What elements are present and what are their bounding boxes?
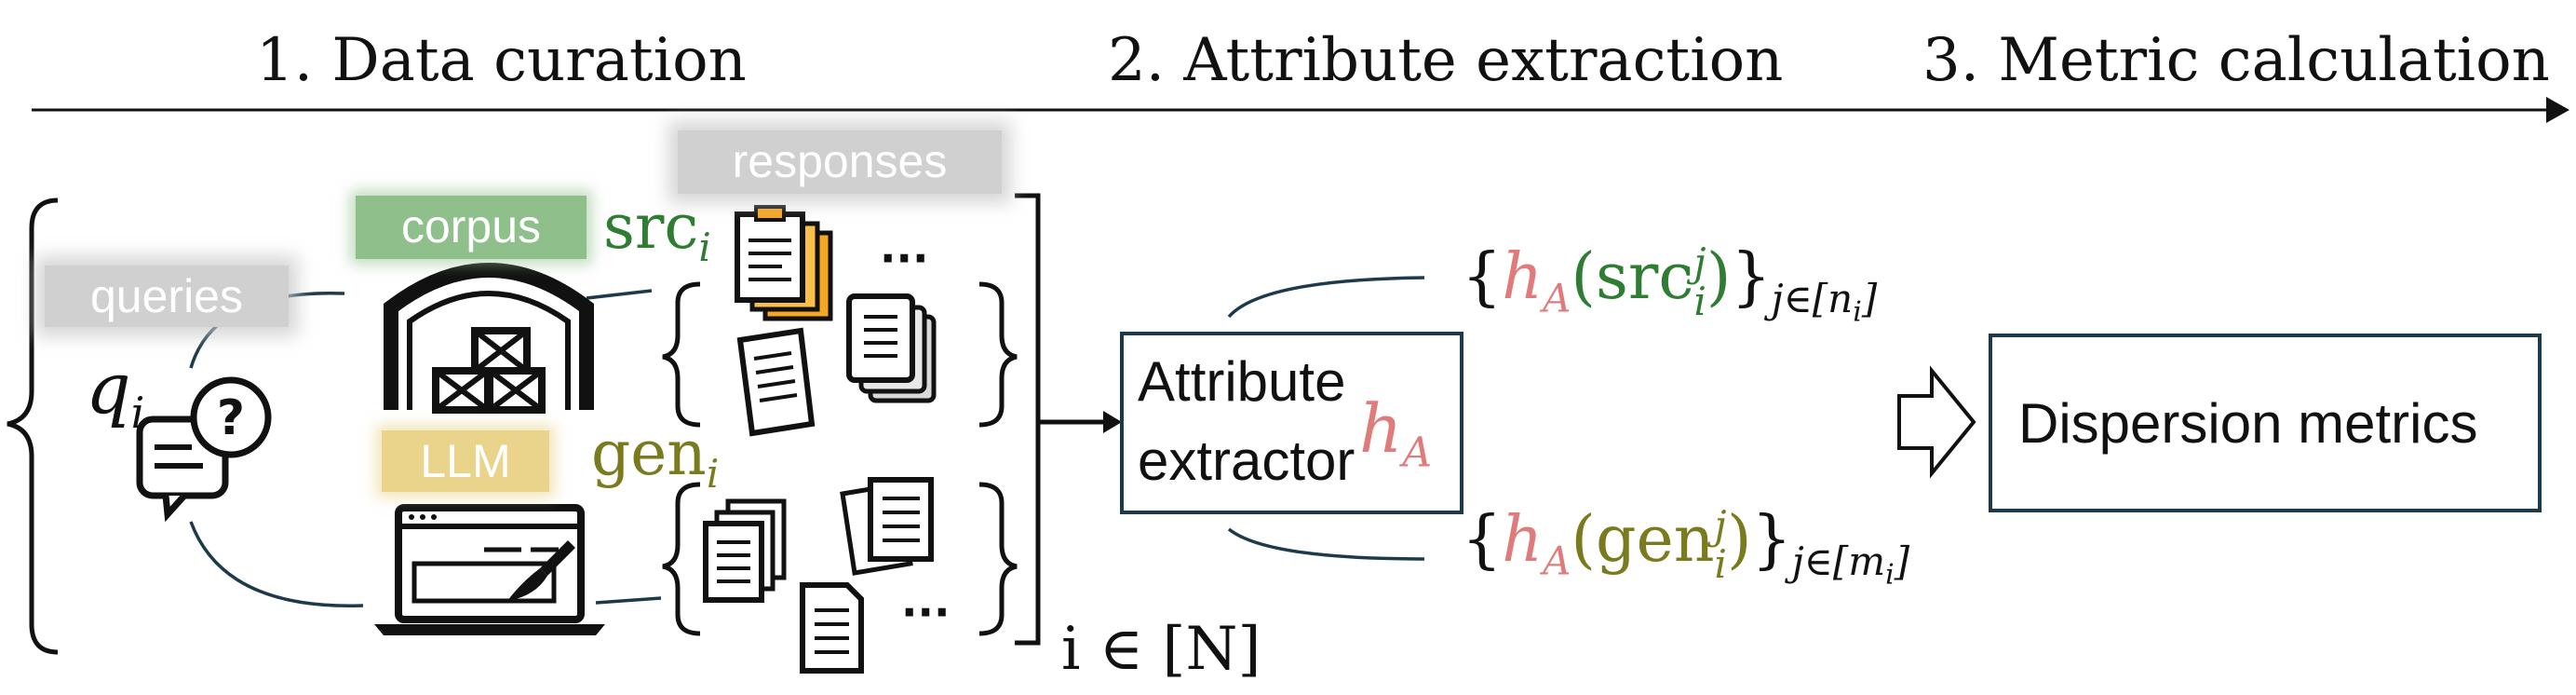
output-top-h-sub: A [1543,275,1571,321]
documents-icon [736,327,816,437]
output-bottom-subscript-text: j∈[m [1791,538,1886,584]
documents-icon [840,477,934,576]
output-top-h: h [1502,240,1544,314]
extractor-line2: extractor [1138,429,1355,492]
output-bottom-h-sub: A [1543,538,1571,584]
documents-icon [735,205,833,321]
gen-subscript: i [706,451,720,497]
timeline-arrow [32,97,2569,123]
output-top-arg-sup: j [1693,238,1706,285]
output-top-rp: ) [1706,240,1732,314]
inner-braces-bottom [662,482,1018,636]
extractor-line1: Attribute [1138,350,1346,413]
index-range-label: i ∈ [N] [1061,615,1261,684]
output-top-subscript: j∈[ni] [1771,275,1878,328]
query-variable-label: qi [86,347,144,438]
q-text: q [86,347,131,429]
output-top-close: } [1731,240,1772,314]
output-bottom-lp: ( [1571,503,1596,577]
extractor-symbol: hA [1359,389,1432,476]
output-bottom-h: h [1502,503,1544,577]
q-subscript: i [130,388,145,439]
output-bottom-arg-sup: j [1714,501,1727,548]
stage-title-metric-calculation: 3. Metric calculation [1922,26,2550,95]
dispersion-metrics-label: Dispersion metrics [2018,392,2478,455]
output-top-formula: {hA(src j i)}j∈[ni] [1462,240,1877,328]
output-bottom-subscript-end: ] [1894,538,1910,584]
connector-lines [189,276,1425,607]
output-bottom-open: { [1462,503,1503,577]
output-top-open: { [1462,240,1503,314]
gen-text: gen [591,417,707,489]
outer-left-brace [7,198,59,655]
laptop-paintbrush-icon [374,504,605,635]
attribute-extractor-box [1120,332,1463,514]
output-bottom-rp: ) [1726,503,1752,577]
output-bottom-subscript-sub: i [1885,557,1895,591]
output-bottom-formula: {hA(gen j i)}j∈[mi] [1462,503,1909,591]
output-bottom-subscript: j∈[mi] [1791,538,1910,591]
question-chat-icon: ? [136,376,272,523]
responses-badge: responses [678,130,1002,194]
documents-icon [703,498,787,603]
h-subscript: A [1402,429,1433,477]
src-subscript: i [698,225,711,271]
output-top-arg: src [1595,240,1694,314]
h-text: h [1359,389,1403,468]
llm-badge: LLM [382,430,549,492]
stage-title-attribute-extraction: 2. Attribute extraction [1108,26,1784,95]
src-text: src [603,191,699,263]
src-label: srci [603,191,711,270]
output-top-arg-sub: i [1693,278,1706,324]
documents-icon [846,293,937,403]
output-top-subscript-sub: i [1853,294,1862,328]
outer-right-bracket [1015,193,1041,646]
output-bottom-arg: gen [1595,503,1715,577]
output-bottom-close: } [1751,503,1792,577]
ellipsis-bottom: ··· [901,587,951,637]
gen-label: geni [591,417,719,497]
output-top-subscript-end: ] [1861,275,1878,321]
queries-badge: queries [45,266,289,327]
stage-title-data-curation: 1. Data curation [256,26,747,95]
ellipsis-top: ··· [880,233,929,283]
output-top-lp: ( [1571,240,1596,314]
warehouse-icon [384,263,594,414]
output-bottom-arg-sub: i [1714,540,1727,587]
inner-braces-top [662,281,1018,428]
output-top-subscript-text: j∈[n [1771,275,1854,321]
corpus-badge: corpus [356,196,587,259]
dispersion-metrics-box [1989,334,2542,512]
arrow-outline-icon [1897,365,1976,479]
documents-icon [800,582,864,674]
svg-text:?: ? [217,390,245,446]
